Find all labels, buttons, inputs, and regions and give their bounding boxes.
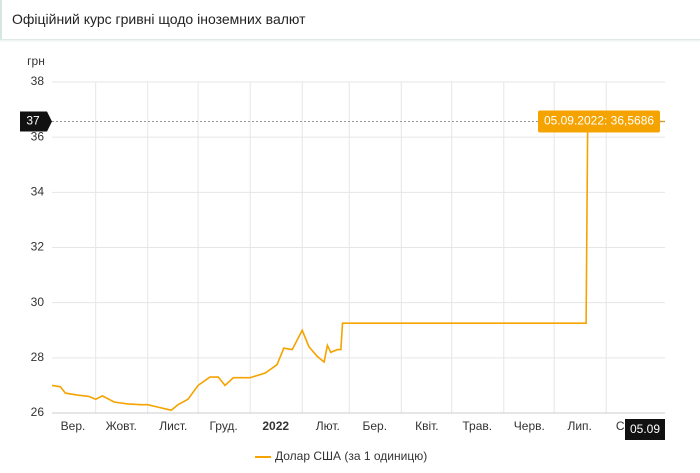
y-tick-label: 26 — [31, 405, 45, 419]
x-tick-label: Лют. — [316, 419, 340, 433]
x-tick-label: Вер. — [61, 419, 86, 433]
crosshair-x-box — [625, 419, 665, 440]
x-tick-label: Черв. — [514, 419, 545, 433]
y-tick-label: 38 — [31, 74, 45, 88]
x-tick-label: Бер. — [363, 419, 388, 433]
y-tick-label: 30 — [31, 295, 45, 309]
header-title: Офіційний курс гривні щодо іноземних вал… — [12, 11, 306, 27]
x-tick-label: Трав. — [462, 419, 492, 433]
tooltip-box — [538, 110, 660, 133]
series-line — [51, 120, 665, 412]
x-tick-label: Лип. — [567, 419, 591, 433]
crosshair-x-label: 05.09 — [630, 422, 660, 436]
crosshair-y-box — [20, 111, 52, 132]
x-tick-label: 2022 — [262, 419, 289, 433]
tooltip-text: 05.09.2022: 36,5686 — [544, 114, 654, 128]
x-tick-label: Жовт. — [106, 419, 137, 433]
legend-label: Долар США (за 1 одиницю) — [275, 449, 427, 463]
x-tick-label: Квіт. — [415, 419, 439, 433]
header: Офіційний курс гривні щодо іноземних вал… — [0, 0, 700, 40]
x-tick-label: Груд. — [209, 419, 237, 433]
crosshair-y-label: 37 — [26, 114, 40, 128]
y-tick-label: 32 — [31, 240, 45, 254]
y-tick-label: 36 — [31, 129, 45, 143]
y-tick-label: 28 — [31, 350, 45, 364]
y-tick-label: 34 — [31, 185, 45, 199]
y-axis-label: грн — [27, 54, 45, 68]
x-tick-label: Лист. — [159, 419, 187, 433]
